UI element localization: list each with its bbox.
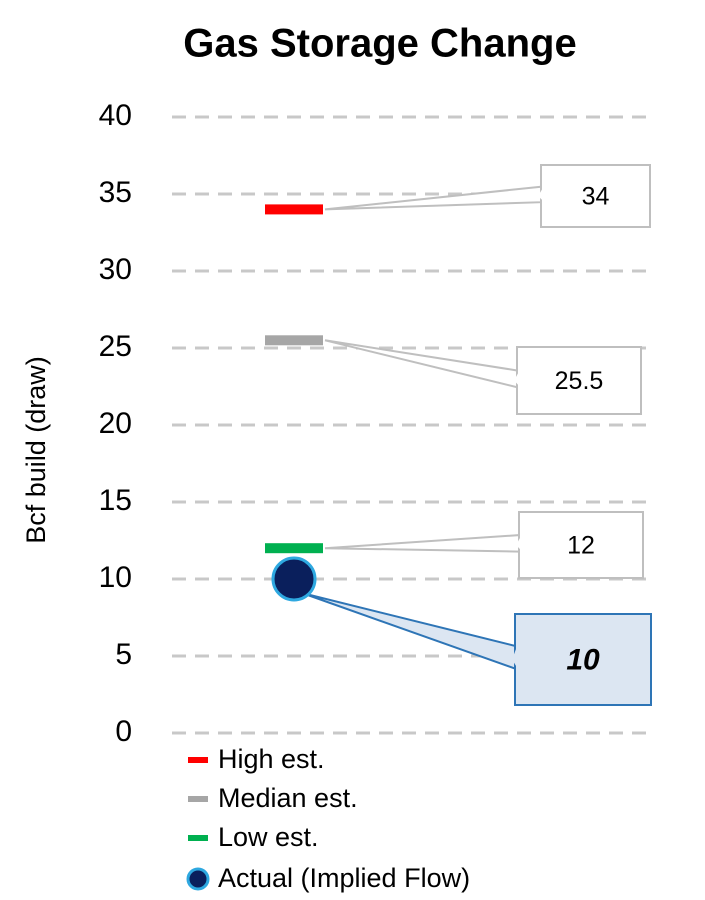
- y-tick-label: 15: [99, 484, 132, 517]
- data-label: 12: [567, 532, 595, 560]
- y-tick-label: 5: [115, 638, 132, 671]
- callout-box: [540, 164, 651, 228]
- legend-label: Median est.: [218, 783, 358, 813]
- callout-join: [538, 188, 543, 201]
- chart-title: Gas Storage Change: [183, 22, 576, 66]
- legend-label: Low est.: [218, 822, 319, 852]
- callout-pointer: [324, 185, 542, 211]
- y-tick-label: 0: [115, 715, 132, 748]
- legend-marker: [188, 835, 208, 841]
- callout-pointer: [324, 339, 518, 389]
- data-label: 10: [566, 643, 600, 676]
- callout-join: [514, 372, 519, 386]
- data-point: [271, 556, 317, 602]
- data-dash: [265, 543, 323, 554]
- y-tick-label: 30: [99, 253, 132, 286]
- data-dash: [265, 335, 323, 346]
- data-label: 34: [582, 183, 610, 211]
- legend-marker: [188, 757, 208, 763]
- legend-marker: [186, 867, 210, 891]
- y-tick-label: 35: [99, 176, 132, 209]
- y-axis-label: Bcf build (draw): [21, 356, 51, 544]
- data-label: 25.5: [555, 367, 604, 395]
- callout-pointer: [324, 534, 520, 553]
- y-tick-label: 40: [99, 99, 132, 132]
- callout-join: [516, 537, 521, 550]
- callout-box: [514, 613, 652, 706]
- legend-label: High est.: [218, 744, 325, 774]
- y-tick-label: 10: [99, 561, 132, 594]
- y-tick-label: 25: [99, 330, 132, 363]
- legend-label: Actual (Implied Flow): [218, 863, 470, 893]
- data-dash: [265, 204, 323, 215]
- callout-join: [512, 647, 517, 667]
- y-tick-label: 20: [99, 407, 132, 440]
- legend-marker: [188, 796, 208, 802]
